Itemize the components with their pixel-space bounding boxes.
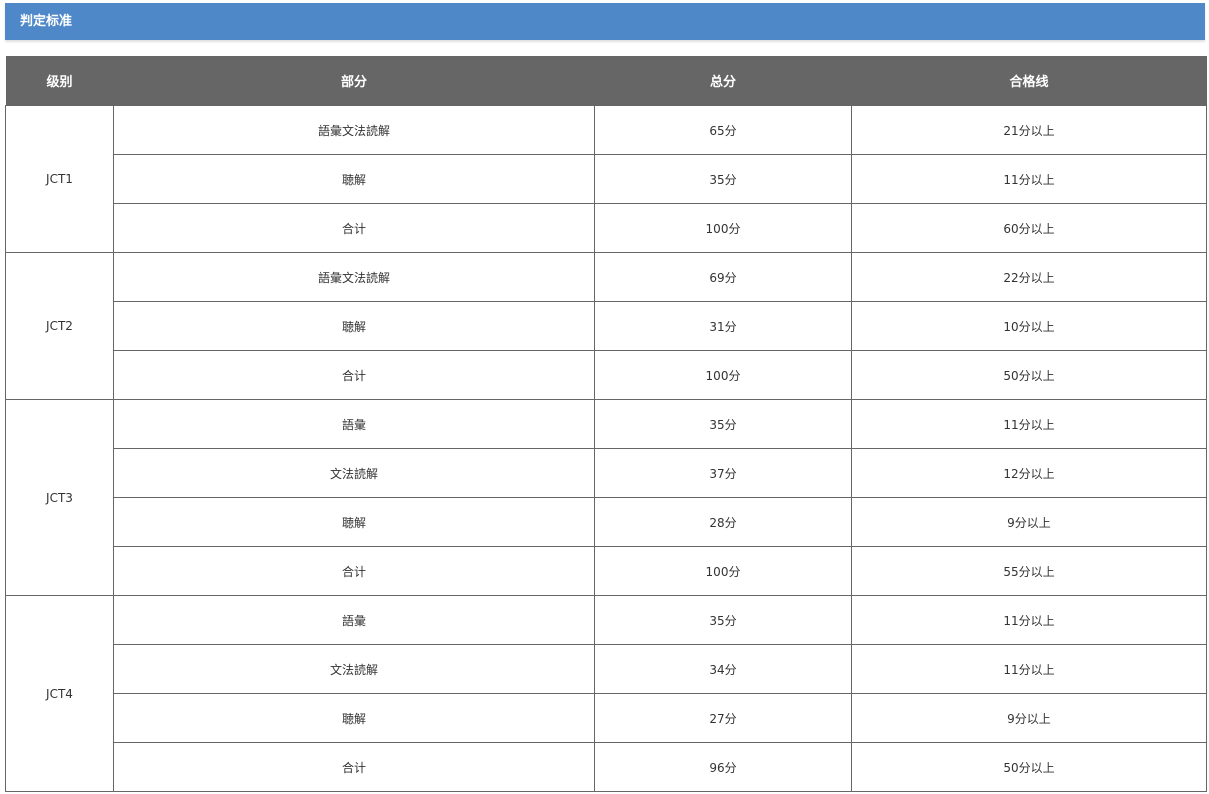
total-cell: 69分 [594, 252, 852, 302]
part-cell: 合计 [113, 742, 595, 792]
header-level: 级别 [5, 56, 114, 106]
header-pass: 合格线 [851, 56, 1207, 106]
header-total: 总分 [594, 56, 852, 106]
total-cell: 65分 [594, 105, 852, 155]
total-cell: 100分 [594, 350, 852, 400]
part-cell: 合计 [113, 203, 595, 253]
pass-cell: 22分以上 [851, 252, 1207, 302]
table-row: 合计 100分 50分以上 [6, 350, 1207, 400]
pass-cell: 55分以上 [851, 546, 1207, 596]
level-cell: JCT3 [5, 399, 114, 596]
table-row: 聴解 27分 9分以上 [6, 693, 1207, 743]
pass-cell: 21分以上 [851, 105, 1207, 155]
table-row: 文法読解 34分 11分以上 [6, 644, 1207, 694]
table-header-row: 级别 部分 总分 合格线 [5, 56, 1207, 106]
pass-cell: 11分以上 [851, 595, 1207, 645]
header-part: 部分 [113, 56, 595, 106]
part-cell: 文法読解 [113, 644, 595, 694]
pass-cell: 11分以上 [851, 399, 1207, 449]
total-cell: 37分 [594, 448, 852, 498]
table-row: 合计 100分 55分以上 [6, 546, 1207, 596]
table-row: 合计 96分 50分以上 [6, 742, 1207, 792]
total-cell: 100分 [594, 546, 852, 596]
part-cell: 語彙 [113, 595, 595, 645]
pass-cell: 11分以上 [851, 644, 1207, 694]
part-cell: 聴解 [113, 154, 595, 204]
part-cell: 語彙 [113, 399, 595, 449]
part-cell: 聴解 [113, 693, 595, 743]
level-cell: JCT4 [5, 595, 114, 792]
pass-cell: 9分以上 [851, 693, 1207, 743]
part-cell: 聴解 [113, 301, 595, 351]
table-row: JCT2 語彙文法読解 69分 22分以上 [5, 252, 1207, 400]
part-cell: 文法読解 [113, 448, 595, 498]
table-row: 聴解 31分 10分以上 [6, 301, 1207, 351]
pass-cell: 50分以上 [851, 742, 1207, 792]
pass-cell: 9分以上 [851, 497, 1207, 547]
criteria-table: 级别 部分 总分 合格线 JCT1 語彙文法読解 65分 21分以上 聴解 35分 11分以… [5, 56, 1207, 792]
table-row: JCT1 語彙文法読解 65分 21分以上 [5, 105, 1207, 253]
table-row: 合计 100分 60分以上 [6, 203, 1207, 253]
pass-cell: 12分以上 [851, 448, 1207, 498]
table-row: 聴解 28分 9分以上 [6, 497, 1207, 547]
total-cell: 27分 [594, 693, 852, 743]
total-cell: 28分 [594, 497, 852, 547]
pass-cell: 60分以上 [851, 203, 1207, 253]
section-title: 判定标准 [5, 3, 1205, 40]
total-cell: 35分 [594, 399, 852, 449]
part-cell: 聴解 [113, 497, 595, 547]
total-cell: 31分 [594, 301, 852, 351]
total-cell: 35分 [594, 595, 852, 645]
table-row: 文法読解 37分 12分以上 [6, 448, 1207, 498]
table-row: JCT4 語彙 35分 11分以上 [5, 595, 1207, 792]
table-row: JCT3 語彙 35分 11分以上 [5, 399, 1207, 596]
total-cell: 100分 [594, 203, 852, 253]
part-cell: 合计 [113, 350, 595, 400]
pass-cell: 50分以上 [851, 350, 1207, 400]
pass-cell: 11分以上 [851, 154, 1207, 204]
total-cell: 35分 [594, 154, 852, 204]
part-cell: 合计 [113, 546, 595, 596]
total-cell: 34分 [594, 644, 852, 694]
level-cell: JCT2 [5, 252, 114, 400]
level-cell: JCT1 [5, 105, 114, 253]
pass-cell: 10分以上 [851, 301, 1207, 351]
total-cell: 96分 [594, 742, 852, 792]
table-row: 聴解 35分 11分以上 [6, 154, 1207, 204]
part-cell: 語彙文法読解 [113, 105, 595, 155]
part-cell: 語彙文法読解 [113, 252, 595, 302]
